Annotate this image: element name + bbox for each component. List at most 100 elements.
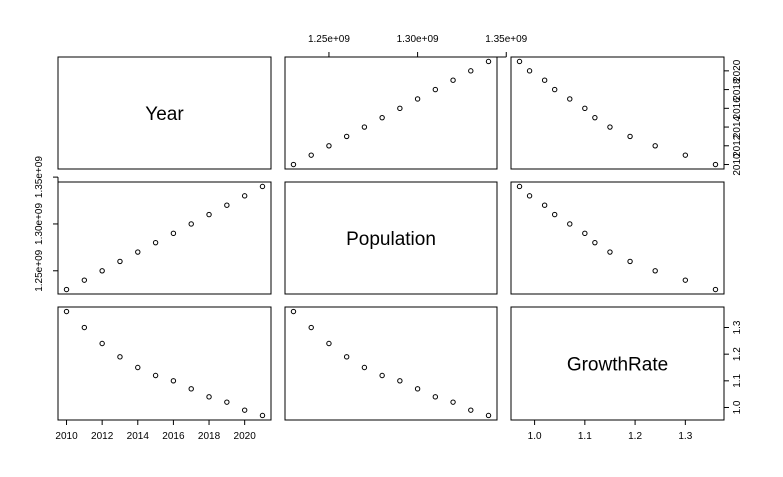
panel-population-vs-population: Population (284, 181, 498, 295)
variable-label-year: Year (145, 104, 184, 125)
data-point (682, 152, 689, 158)
data-point (152, 372, 159, 379)
tick-label: 2014 (127, 431, 150, 442)
data-point (326, 340, 332, 347)
data-point (592, 114, 598, 121)
tick-label: 2018 (198, 431, 221, 442)
data-point (526, 68, 533, 74)
data-point (652, 143, 658, 149)
panel-year-vs-population (284, 56, 498, 170)
data-point (582, 230, 588, 237)
year-axis-bottom: 2010 2012 2014 2016 2018 2020 (55, 419, 257, 442)
tick-label: 1.3 (732, 320, 743, 334)
panel-population-vs-growthrate (510, 181, 725, 295)
data-point (541, 202, 548, 208)
tick-label: 2016 (732, 97, 743, 120)
data-point (63, 286, 70, 293)
panel-frame (510, 181, 725, 295)
tick-label: 2010 (732, 153, 743, 176)
data-point (117, 354, 123, 360)
tick-label: 2020 (732, 59, 743, 82)
tick-label: 1.2 (628, 431, 642, 442)
data-point (607, 124, 613, 130)
data-point (397, 105, 403, 112)
data-point (99, 268, 105, 274)
data-point (170, 378, 177, 384)
data-point (135, 249, 141, 255)
tick-label: 1.25e+09 (34, 249, 45, 291)
data-point (379, 372, 385, 379)
variable-label-population: Population (346, 229, 436, 250)
data-point (551, 86, 558, 93)
data-point (343, 133, 350, 140)
data-point (326, 143, 332, 149)
data-point (290, 308, 297, 315)
data-point (567, 96, 573, 102)
tick-label: 1.3 (678, 431, 692, 442)
data-point (152, 239, 159, 246)
panel-growthrate-vs-year (57, 306, 272, 421)
population-axis-top: 1.25e+09 1.30e+09 1.35e+09 (308, 34, 528, 58)
data-point (241, 407, 248, 413)
data-point (81, 324, 88, 331)
data-point (170, 230, 177, 237)
panel-frame (284, 306, 498, 421)
data-point (592, 239, 598, 246)
tick-label: 1.25e+09 (308, 34, 350, 45)
panel-frame (57, 181, 272, 295)
data-point (259, 183, 266, 190)
data-point (712, 286, 719, 293)
data-point (516, 58, 523, 65)
panel-year-vs-year: Year (57, 56, 272, 170)
growthrate-axis-bottom: 1.0 1.1 1.2 1.3 (528, 419, 693, 442)
data-point (682, 277, 689, 283)
data-point (582, 105, 588, 112)
population-axis-left: 1.25e+09 1.30e+09 1.35e+09 (34, 156, 59, 292)
data-point (485, 412, 492, 419)
data-point (135, 364, 141, 371)
data-point (308, 152, 314, 158)
data-point (607, 249, 613, 255)
tick-label: 2020 (234, 431, 257, 442)
data-point (81, 277, 88, 283)
tick-label: 1.35e+09 (485, 34, 527, 45)
data-point (450, 399, 456, 405)
data-point (397, 378, 403, 384)
tick-label: 1.30e+09 (397, 34, 439, 45)
tick-label: 1.35e+09 (34, 156, 45, 198)
data-point (361, 364, 368, 371)
tick-label: 1.2 (732, 347, 743, 361)
tick-label: 1.1 (732, 373, 743, 387)
panel-frame (57, 306, 272, 421)
data-point (551, 211, 558, 218)
data-point (188, 221, 194, 227)
data-point (526, 193, 533, 199)
data-point (468, 407, 474, 413)
data-point (206, 211, 212, 218)
data-point (567, 221, 573, 227)
data-point (224, 202, 230, 208)
data-point (627, 133, 633, 140)
tick-label: 2012 (732, 134, 743, 157)
tick-label: 1.0 (528, 431, 542, 442)
tick-label: 2018 (732, 78, 743, 101)
data-point (485, 58, 492, 65)
data-point (99, 340, 105, 347)
tick-label: 1.0 (732, 400, 743, 414)
data-point (450, 77, 456, 83)
panel-frame (284, 181, 498, 295)
panel-growthrate-vs-population (284, 306, 498, 421)
data-point (432, 394, 439, 400)
data-point (259, 412, 266, 419)
data-point (241, 193, 248, 199)
data-point (361, 124, 368, 130)
data-point (308, 324, 314, 331)
data-point (224, 399, 230, 405)
data-point (627, 258, 633, 265)
tick-label: 2014 (732, 115, 743, 138)
tick-label: 2012 (91, 431, 114, 442)
tick-label: 1.30e+09 (34, 203, 45, 245)
data-point (516, 183, 523, 190)
